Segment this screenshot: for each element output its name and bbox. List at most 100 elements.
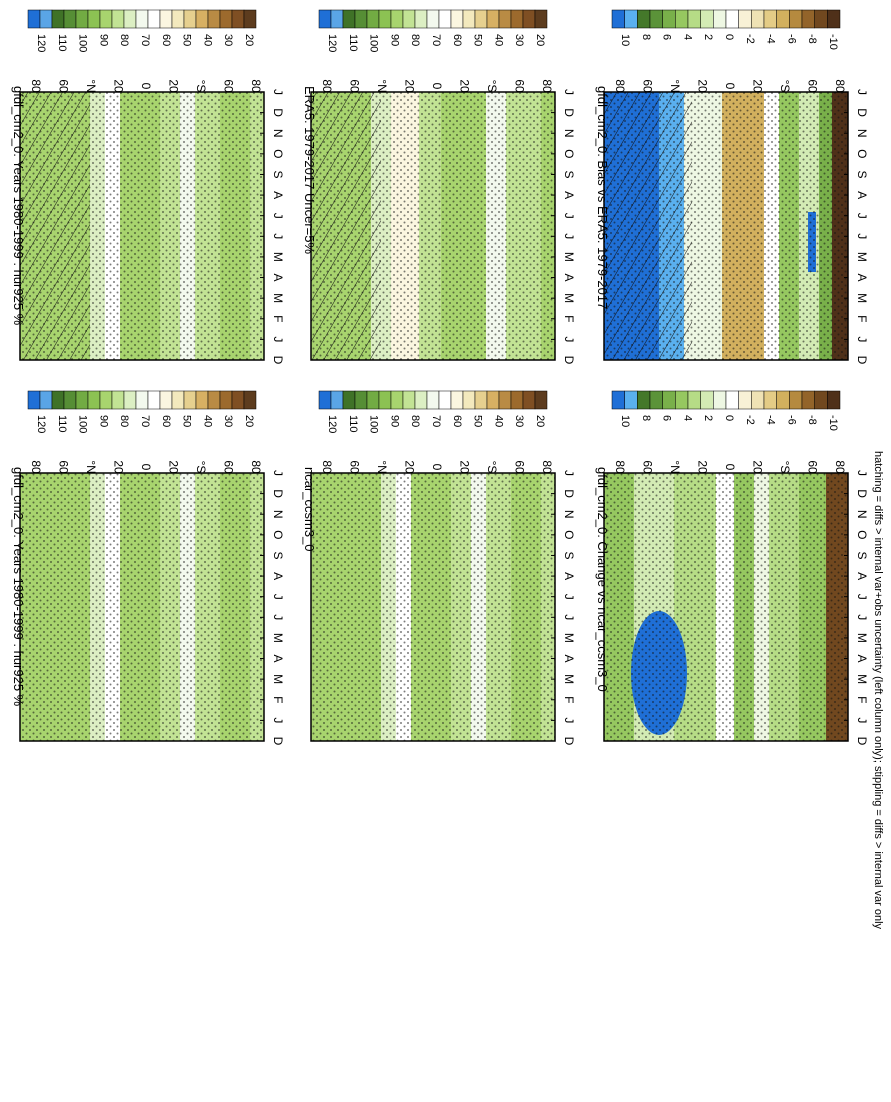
colorbar-swatch	[522, 9, 536, 29]
colorbar-tick-label: 20	[243, 34, 255, 46]
heatmap-axes	[19, 91, 265, 361]
colorbar-swatch	[99, 9, 113, 29]
y-tick-label: °S	[778, 461, 792, 474]
colorbar-tick-label: 2	[702, 34, 714, 40]
y-tick-label: 80	[613, 79, 627, 93]
colorbar-swatch	[318, 9, 332, 29]
colorbar-tick-label: 6	[661, 415, 673, 421]
colorbar-swatch	[763, 390, 777, 410]
colorbar-swatch	[700, 390, 714, 410]
colorbar-tick-label: 80	[409, 415, 421, 427]
colorbar-swatch	[183, 390, 197, 410]
colorbar-swatch	[75, 9, 89, 29]
colorbar-tick-label: 20	[243, 415, 255, 427]
y-tick-label: °S	[778, 80, 792, 93]
stippling-overlay	[311, 473, 555, 741]
colorbar-swatch	[318, 390, 332, 410]
x-tick-label: D	[562, 356, 576, 365]
y-tick-label: 80	[540, 79, 554, 93]
colorbar-swatch	[522, 390, 536, 410]
colorbar-swatch	[219, 390, 233, 410]
x-tick-label: J	[271, 594, 285, 600]
colorbar-tick-label: 50	[472, 34, 484, 46]
x-tick-label: F	[562, 315, 576, 322]
colorbar-swatch	[342, 390, 356, 410]
y-tick-label: 60	[57, 460, 71, 474]
colorbar-tick-label: 110	[56, 34, 68, 52]
y-tick-label: 60	[513, 460, 527, 474]
colorbar-swatch	[751, 9, 765, 29]
colorbar-swatch	[675, 390, 689, 410]
x-tick-label: A	[855, 191, 869, 199]
colorbar-tick-label: -2	[744, 415, 756, 425]
y-tick-label: 60	[641, 460, 655, 474]
colorbar-swatch	[738, 390, 752, 410]
colorbar-swatch	[438, 9, 452, 29]
colorbar-swatch	[330, 390, 344, 410]
y-tick-label: °N	[375, 460, 389, 473]
x-tick-label: J	[855, 614, 869, 620]
heatmap-axes	[603, 472, 849, 742]
x-tick-label: J	[562, 89, 576, 95]
colorbar-swatch	[789, 390, 803, 410]
colorbar-swatch	[39, 9, 53, 29]
x-tick-label: S	[855, 170, 869, 178]
x-tick-label: D	[562, 108, 576, 117]
colorbar-swatch	[649, 390, 663, 410]
x-tick-label: M	[855, 293, 869, 303]
y-tick-label: °N	[668, 460, 682, 473]
colorbar-tick-label: 10	[619, 415, 631, 427]
x-tick-label: M	[855, 674, 869, 684]
x-tick-label: M	[855, 633, 869, 643]
colorbar-swatch	[611, 9, 625, 29]
x-tick-label: J	[271, 89, 285, 95]
colorbar-tick-label: 40	[492, 415, 504, 427]
colorbar-swatch	[147, 390, 161, 410]
x-tick-label: A	[855, 655, 869, 663]
colorbar-swatch	[135, 390, 149, 410]
colorbar-swatch	[75, 390, 89, 410]
axes-frame	[310, 472, 556, 742]
colorbar-tick-label: 70	[430, 415, 442, 427]
x-tick-label: N	[855, 510, 869, 519]
x-tick-label: S	[855, 551, 869, 559]
x-tick-label: N	[271, 510, 285, 519]
x-tick-label: J	[855, 594, 869, 600]
colorbar-swatch	[366, 9, 380, 29]
colorbar-swatch	[510, 390, 524, 410]
colorbar-tick-label: 110	[347, 415, 359, 433]
x-tick-label: J	[271, 717, 285, 723]
y-tick-label: 60	[348, 460, 362, 474]
colorbar-swatch	[87, 9, 101, 29]
colorbar-swatch	[147, 9, 161, 29]
x-tick-label: M	[271, 293, 285, 303]
hatching-overlay	[604, 92, 692, 360]
y-tick-label: 60	[641, 79, 655, 93]
x-tick-label: A	[271, 274, 285, 282]
colorbar-swatch	[123, 9, 137, 29]
colorbar-tick-label: 20	[534, 34, 546, 46]
colorbar-tick-label: 0	[723, 34, 735, 40]
colorbar-tick-label: 30	[513, 34, 525, 46]
x-tick-label: M	[271, 252, 285, 262]
colorbar-swatch	[402, 390, 416, 410]
y-tick-label: °S	[194, 80, 208, 93]
colorbar-swatch	[354, 390, 368, 410]
x-tick-label: J	[271, 470, 285, 476]
y-tick-label: 20	[696, 460, 710, 474]
x-tick-label: A	[855, 274, 869, 282]
x-tick-label: F	[271, 315, 285, 322]
colorbar-swatch	[725, 9, 739, 29]
colorbar-swatch	[776, 9, 790, 29]
x-tick-label: J	[562, 614, 576, 620]
x-tick-label: J	[271, 233, 285, 239]
colorbar-tick-label: 110	[347, 34, 359, 52]
y-tick-label: 80	[29, 460, 43, 474]
colorbar-tick-label: -8	[806, 34, 818, 44]
colorbar-swatch	[438, 390, 452, 410]
y-tick-label: 80	[540, 460, 554, 474]
colorbar-swatch	[51, 9, 65, 29]
